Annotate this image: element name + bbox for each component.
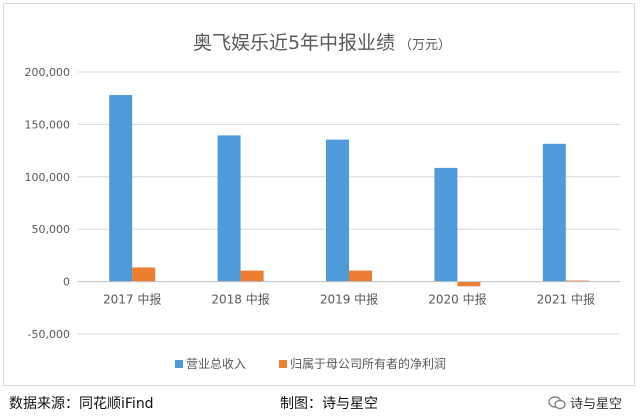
legend-swatch-revenue [175,360,183,368]
data-source-text: 数据来源：同花顺iFind [9,396,154,412]
bar-revenue [542,143,566,282]
bar-net-profit [132,267,156,282]
watermark: 诗与星空 [548,393,622,412]
y-tick-label: 100,000 [25,171,71,184]
bar-revenue [109,95,133,282]
chart-frame: 奥飞娱乐近5年中报业绩 （万元） 200,000 150,000 100,000 50,… [3,3,635,386]
legend: 营业总收入 归属于母公司所有者的净利润 [175,356,446,371]
bar-layer [109,95,589,287]
chart-title: 奥飞娱乐近5年中报业绩 （万元） [193,32,451,54]
y-tick-label: 50,000 [32,223,71,236]
x-category-label: 2019 中报 [320,292,378,307]
watermark-text: 诗与星空 [570,397,623,412]
legend-label-net-profit: 归属于母公司所有者的净利润 [290,356,446,371]
x-category-label: 2021 中报 [537,292,595,307]
bar-revenue [326,139,349,282]
y-tick-label: -50,000 [28,328,70,341]
chart-svg: 奥飞娱乐近5年中报业绩 （万元） 200,000 150,000 100,000 50,… [25,32,620,371]
legend-swatch-net-profit [279,360,287,368]
bar-net-profit [240,270,264,282]
bar-net-profit [457,281,481,287]
y-tick-label: 150,000 [25,118,71,131]
bar-net-profit [349,270,372,282]
x-category-label: 2020 中报 [428,292,486,307]
bar-net-profit [565,280,589,282]
chart-maker-text: 制图：诗与星空 [280,396,378,412]
bar-revenue [434,167,458,282]
chart-title-main: 奥飞娱乐近5年中报业绩 [193,32,395,54]
chart-title-unit: （万元） [399,38,451,53]
x-category-label: 2018 中报 [211,292,269,307]
x-category-label: 2017 中报 [103,292,161,307]
axis-layer: 200,000 150,000 100,000 50,000 0 -50,000 2017 … [25,66,620,341]
wechat-icon [548,395,566,409]
bar-revenue [217,135,241,282]
y-tick-label: 200,000 [25,66,71,79]
y-tick-label: 0 [63,276,70,289]
legend-label-revenue: 营业总收入 [186,357,246,371]
footer: 数据来源：同花顺iFind 制图：诗与星空 诗与星空 [0,391,641,415]
